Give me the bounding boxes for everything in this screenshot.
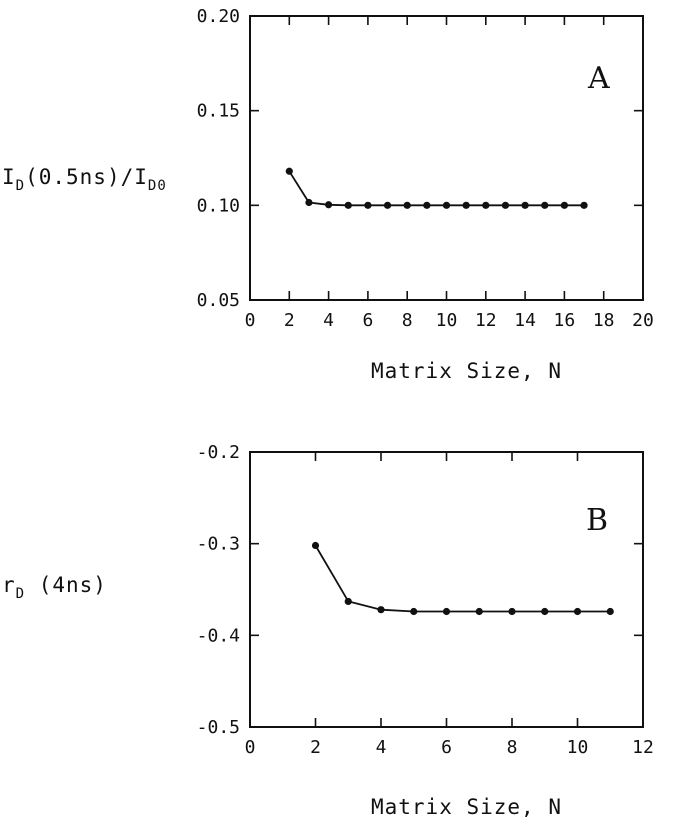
x-tick-label-a: 2 [284,310,295,331]
data-point-b [541,607,549,616]
y-tick-label-b: -0.4 [197,625,240,646]
x-tick-label-a: 4 [323,310,334,331]
data-point-b [344,597,352,606]
x-tick-label-b: 6 [441,737,452,758]
y-label-main-b: r [2,573,16,597]
x-axis-label-a: Matrix Size, N [371,359,562,383]
data-point-a [462,201,470,209]
x-tick-label-b: 2 [310,737,321,758]
series-line-a [288,170,584,207]
y-tick-label-a: 0.10 [197,195,240,216]
x-tick-label-a: 16 [554,310,576,331]
x-tick-label-b: 12 [632,737,654,758]
data-point-a [403,201,411,209]
panel-label-b: B [586,503,608,538]
x-tick-label-b: 8 [507,737,518,758]
data-point-a [482,201,490,209]
y-tick-label-a: 0.05 [197,290,240,311]
x-tick-label-b: 10 [567,737,589,758]
data-point-a [541,201,549,209]
plot-frame-a [249,15,644,301]
y-label-sub2-a: D0 [148,178,167,194]
data-points-b [311,541,614,616]
y-tick-label-a: 0.20 [197,6,240,27]
data-point-a [580,201,588,209]
data-points-a [285,167,588,209]
data-point-a [305,198,313,207]
chart-panel-b: 0 2 4 6 8 10 12 -0.5 -0.4 -0.3 -0.2 B Matrix Size… [2,442,654,819]
data-point-a [344,201,352,209]
y-ticks-b: -0.5 -0.4 -0.3 -0.2 [197,442,643,738]
y-tick-label-b: -0.3 [197,534,240,555]
x-tick-label-a: 18 [593,310,615,331]
y-label-sub1-a: D [16,178,25,194]
y-label-sub1-b: D [16,586,25,602]
chart-panel-a: 0 2 4 6 8 10 12 14 16 18 20 0.05 0.10 0.15 0.20 A Mat… [2,6,654,383]
data-point-a [501,201,510,209]
data-point-b [606,607,614,616]
data-point-a [383,201,392,209]
x-tick-label-a: 6 [362,310,373,331]
y-tick-label-b: -0.2 [197,442,240,463]
x-ticks-b: 0 2 4 6 8 10 12 [245,452,654,758]
data-point-a [325,201,333,209]
y-label-mid-a: (0.5ns)/I [25,165,148,189]
data-point-a [364,201,372,209]
data-point-b [311,541,320,550]
data-point-a [423,201,431,209]
y-tick-label-b: -0.5 [197,717,240,738]
data-point-a [521,201,529,209]
data-point-b [377,606,385,614]
data-point-b [573,607,582,616]
data-point-a [285,167,293,175]
panel-label-a: A [587,61,610,96]
x-tick-label-b: 0 [245,737,256,758]
x-tick-label-b: 4 [376,737,387,758]
x-ticks-a: 0 2 4 6 8 10 12 14 16 18 20 [245,16,654,331]
data-point-b [508,607,516,616]
data-point-a [442,201,451,209]
x-tick-label-a: 14 [514,310,536,331]
data-point-a [560,201,569,209]
y-label-main-a: I [2,165,16,189]
x-tick-label-a: 0 [245,310,256,331]
y-label-mid-b: (4ns) [25,573,107,597]
x-tick-label-a: 10 [436,310,458,331]
x-tick-label-a: 8 [402,310,413,331]
x-axis-label-b: Matrix Size, N [371,795,562,819]
x-tick-label-a: 20 [632,310,654,331]
data-point-b [442,607,451,616]
x-tick-label-a: 12 [475,310,497,331]
y-axis-label-a: ID(0.5ns)/ID0 [2,165,167,194]
plot-frame-b [249,451,644,728]
data-point-b [410,607,418,616]
series-line-b [314,545,611,613]
y-tick-label-a: 0.15 [197,101,240,122]
data-point-b [475,607,483,616]
y-axis-label-b: rD (4ns) [2,573,107,602]
y-ticks-a: 0.05 0.10 0.15 0.20 [197,6,643,311]
